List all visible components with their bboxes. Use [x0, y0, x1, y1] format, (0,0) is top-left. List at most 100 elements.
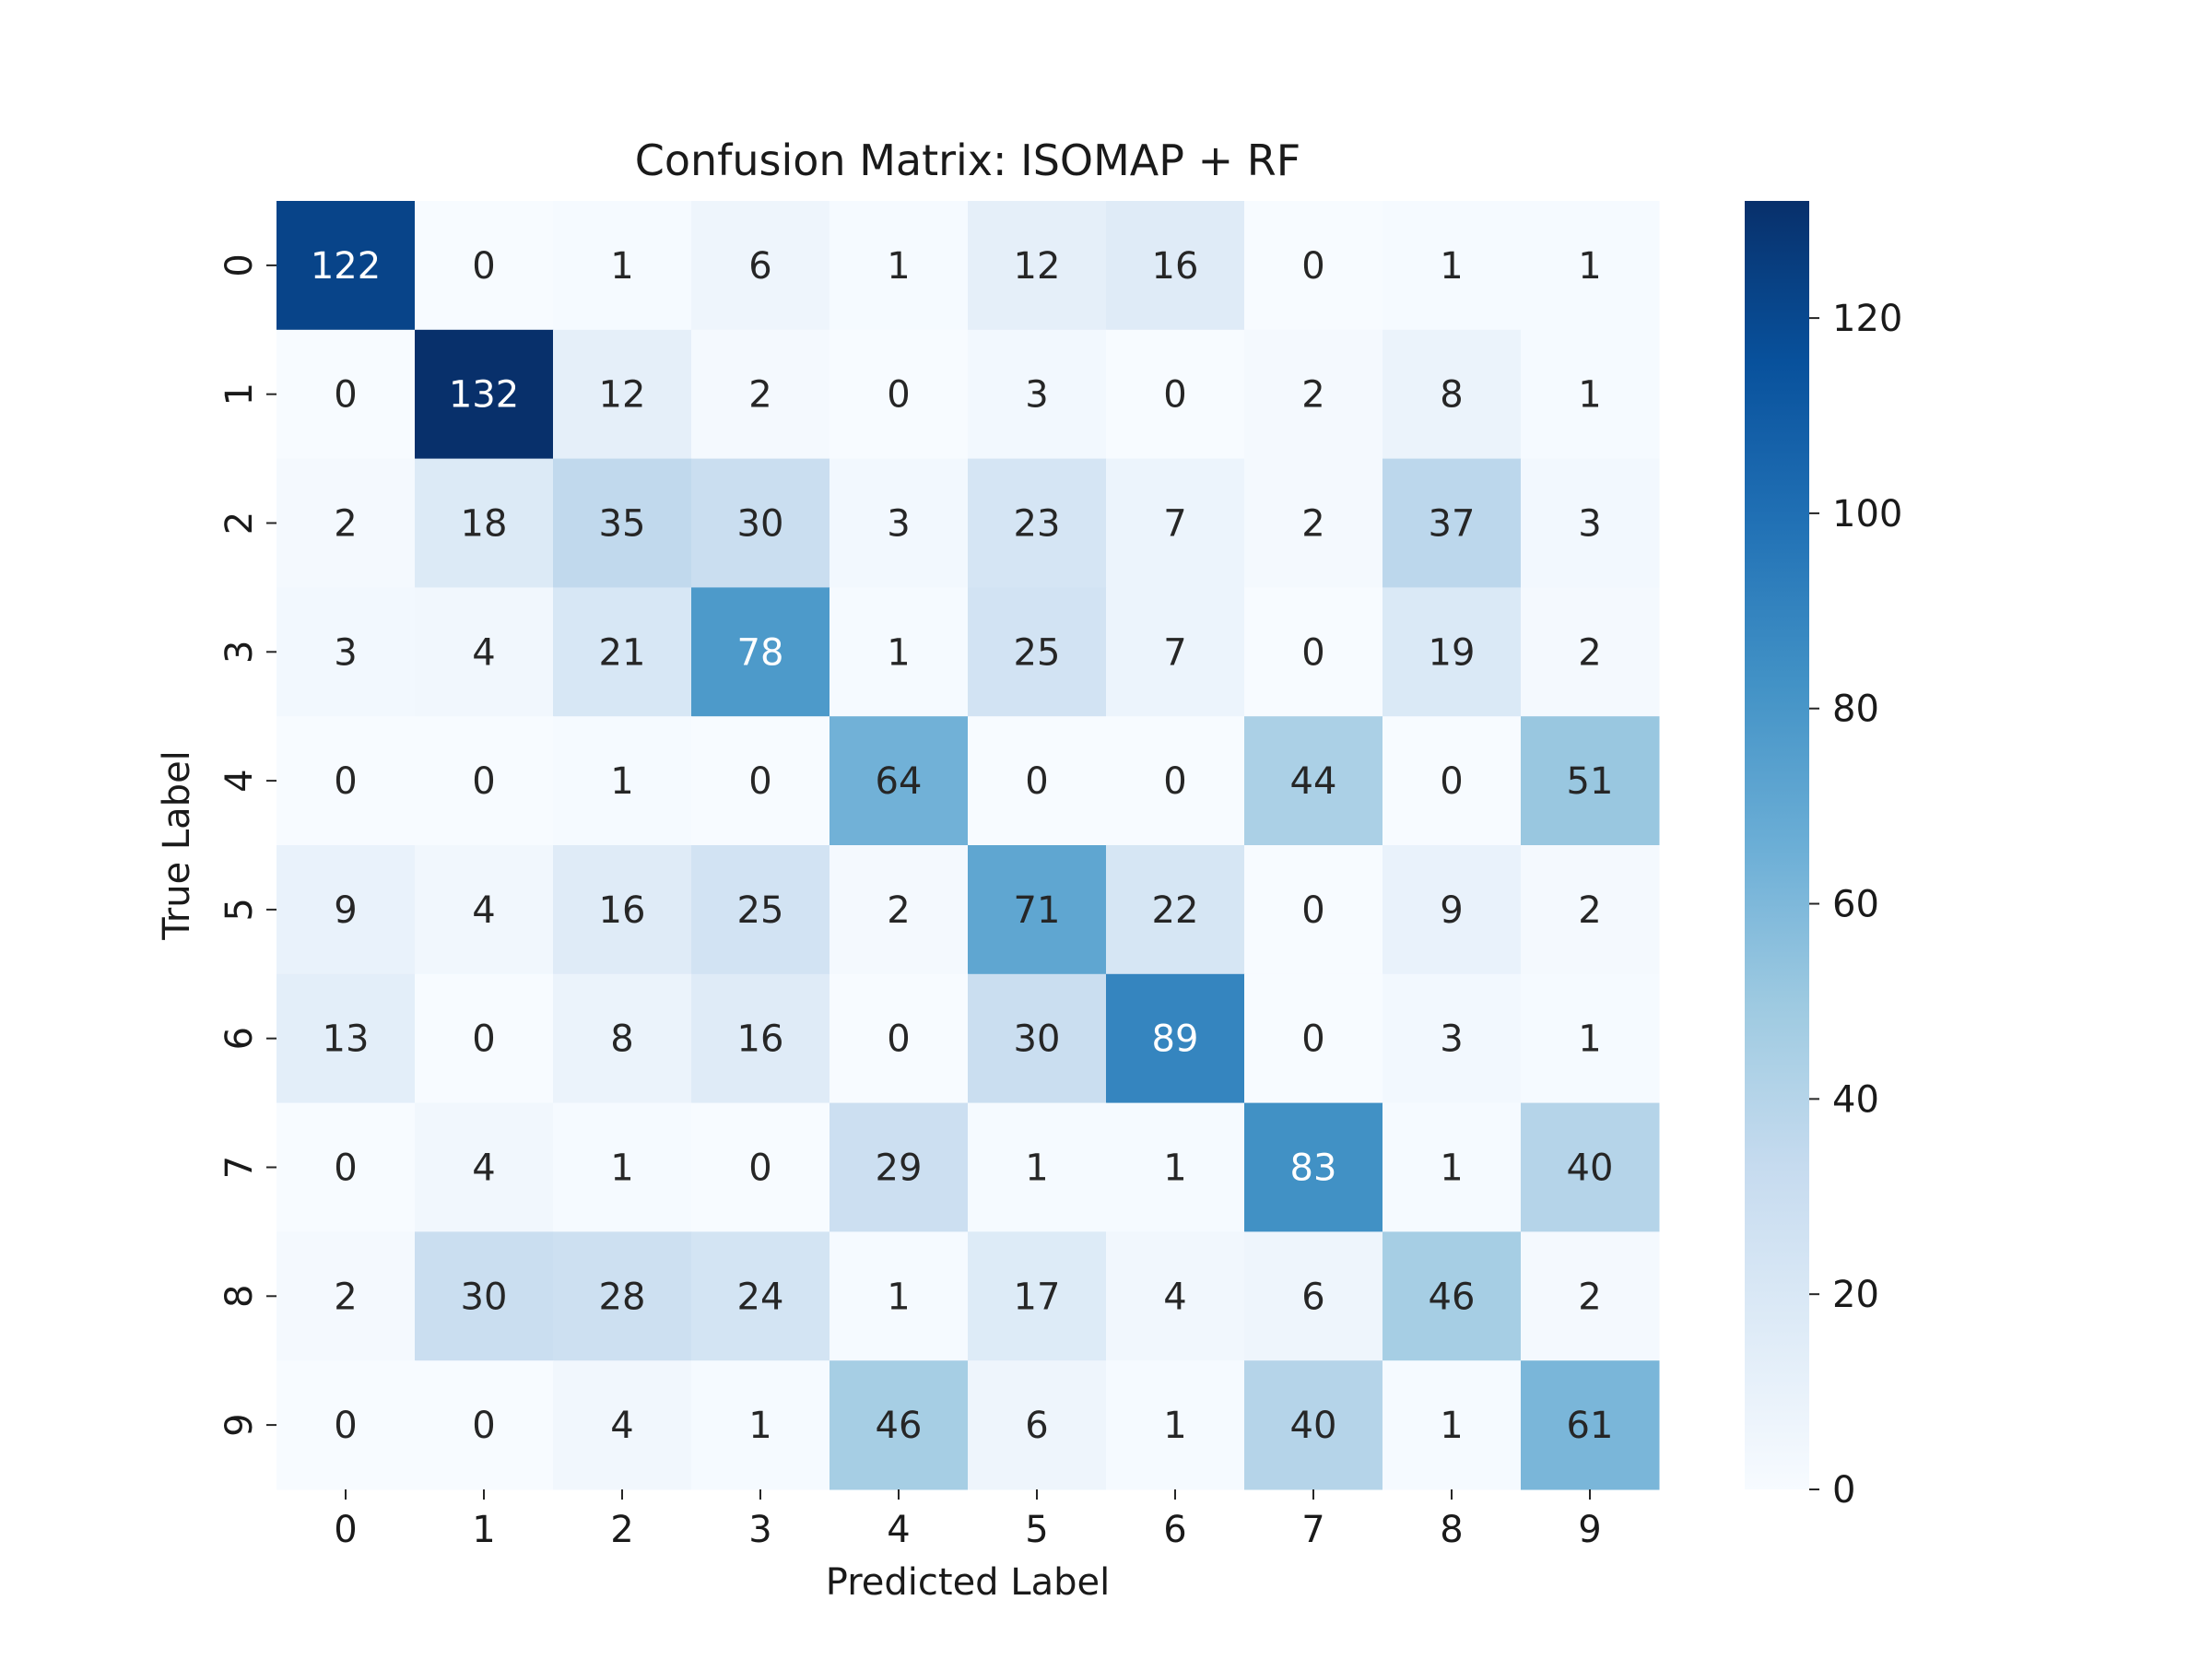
- cell-value-1-8: 8: [1440, 374, 1463, 417]
- heatmap-cell-6-7: [1244, 973, 1383, 1104]
- heatmap-cell-8-4: [830, 1231, 969, 1361]
- heatmap-cell-3-6: [1106, 587, 1245, 717]
- cell-value-7-4: 29: [876, 1147, 923, 1190]
- heatmap-cell-3-4: [830, 587, 969, 717]
- heatmap-cell-3-0: [276, 587, 416, 717]
- cell-value-1-9: 1: [1578, 374, 1601, 417]
- cell-value-3-2: 21: [599, 631, 646, 674]
- heatmap-cell-9-2: [553, 1360, 692, 1490]
- cell-value-8-5: 17: [1014, 1276, 1061, 1318]
- cell-value-0-6: 16: [1152, 245, 1199, 288]
- heatmap-cell-8-7: [1244, 1231, 1383, 1361]
- cell-value-2-8: 37: [1429, 503, 1476, 546]
- heatmap-cell-7-9: [1521, 1102, 1660, 1232]
- heatmap-cell-1-5: [968, 329, 1107, 460]
- heatmap-cell-2-0: [276, 458, 416, 588]
- cell-value-2-4: 3: [887, 503, 910, 546]
- heatmap-cell-7-0: [276, 1102, 416, 1232]
- heatmap-cell-4-9: [1521, 716, 1660, 846]
- heatmap-cell-6-8: [1382, 973, 1522, 1104]
- heatmap-cell-8-8: [1382, 1231, 1522, 1361]
- heatmap-cell-1-9: [1521, 329, 1660, 460]
- heatmap-cell-0-9: [1521, 201, 1660, 331]
- heatmap-cell-2-1: [415, 458, 554, 588]
- cell-value-2-5: 23: [1014, 503, 1061, 546]
- heatmap-cell-1-1: [415, 329, 554, 460]
- heatmap-cell-0-5: [968, 201, 1107, 331]
- cell-value-9-0: 0: [334, 1405, 357, 1447]
- cell-value-3-3: 78: [737, 631, 784, 674]
- heatmap-cell-4-8: [1382, 716, 1522, 846]
- cell-value-8-7: 6: [1301, 1276, 1324, 1318]
- cell-value-3-5: 25: [1014, 631, 1061, 674]
- heatmap-cell-5-0: [276, 845, 416, 975]
- cell-value-0-9: 1: [1578, 245, 1601, 288]
- y-tick-label-3: 3: [218, 641, 261, 664]
- cell-value-3-9: 2: [1578, 631, 1601, 674]
- cell-value-5-3: 25: [737, 889, 784, 932]
- heatmap-cell-2-2: [553, 458, 692, 588]
- cell-value-8-4: 1: [887, 1276, 910, 1318]
- cell-value-6-5: 30: [1014, 1018, 1061, 1061]
- heatmap-cell-7-2: [553, 1102, 692, 1232]
- cell-value-2-1: 18: [461, 503, 508, 546]
- cell-value-4-6: 0: [1163, 760, 1186, 803]
- heatmap-cell-6-9: [1521, 973, 1660, 1104]
- cell-value-0-0: 122: [311, 245, 381, 288]
- heatmap-cell-0-4: [830, 201, 969, 331]
- heatmap-cell-3-3: [691, 587, 830, 717]
- cell-value-7-6: 1: [1163, 1147, 1186, 1190]
- chart-title: Confusion Matrix: ISOMAP + RF: [635, 135, 1300, 185]
- cell-value-9-6: 1: [1163, 1405, 1186, 1447]
- x-tick-label-8: 8: [1440, 1509, 1463, 1551]
- heatmap-cell-9-0: [276, 1360, 416, 1490]
- heatmap-cell-2-7: [1244, 458, 1383, 588]
- heatmap-cell-7-7: [1244, 1102, 1383, 1232]
- heatmap-cell-2-9: [1521, 458, 1660, 588]
- heatmap-cell-7-8: [1382, 1102, 1522, 1232]
- heatmap-cell-9-7: [1244, 1360, 1383, 1490]
- x-tick-label-9: 9: [1578, 1509, 1601, 1551]
- heatmap-cell-3-7: [1244, 587, 1383, 717]
- cell-value-5-7: 0: [1301, 889, 1324, 932]
- heatmap-cell-9-6: [1106, 1360, 1245, 1490]
- cell-value-3-4: 1: [887, 631, 910, 674]
- cell-value-6-8: 3: [1440, 1018, 1463, 1061]
- heatmap-cell-3-2: [553, 587, 692, 717]
- heatmap-cell-5-1: [415, 845, 554, 975]
- cell-value-5-2: 16: [599, 889, 646, 932]
- cell-value-2-9: 3: [1578, 503, 1601, 546]
- cell-value-2-6: 7: [1163, 503, 1186, 546]
- cell-value-5-8: 9: [1440, 889, 1463, 932]
- x-tick-label-5: 5: [1025, 1509, 1048, 1551]
- x-tick-label-1: 1: [472, 1509, 495, 1551]
- heatmap-cell-9-8: [1382, 1360, 1522, 1490]
- colorbar-tick-label-1: 20: [1832, 1274, 1879, 1316]
- cell-value-7-9: 40: [1567, 1147, 1614, 1190]
- heatmap-cell-2-6: [1106, 458, 1245, 588]
- colorbar: 0 20 40 60 80 100 120: [1745, 201, 1902, 1512]
- cell-value-5-1: 4: [472, 889, 495, 932]
- heatmap-cell-8-2: [553, 1231, 692, 1361]
- heatmap-cell-5-5: [968, 845, 1107, 975]
- cell-value-6-3: 16: [737, 1018, 784, 1061]
- cell-value-3-1: 4: [472, 631, 495, 674]
- heatmap-cell-1-0: [276, 329, 416, 460]
- cell-value-9-3: 1: [748, 1405, 771, 1447]
- heatmap-cell-5-9: [1521, 845, 1660, 975]
- x-tick-label-3: 3: [748, 1509, 771, 1551]
- heatmap-cell-9-1: [415, 1360, 554, 1490]
- heatmap-cell-9-4: [830, 1360, 969, 1490]
- y-tick-label-1: 1: [218, 382, 261, 406]
- heatmap-cell-4-6: [1106, 716, 1245, 846]
- heatmap-cell-4-4: [830, 716, 969, 846]
- heatmap-cell-7-3: [691, 1102, 830, 1232]
- heatmap-cell-0-1: [415, 201, 554, 331]
- heatmap-cell-5-7: [1244, 845, 1383, 975]
- cell-value-7-0: 0: [334, 1147, 357, 1190]
- heatmap-cell-6-4: [830, 973, 969, 1104]
- cell-value-0-4: 1: [887, 245, 910, 288]
- heatmap-cell-0-2: [553, 201, 692, 331]
- heatmap-cell-4-2: [553, 716, 692, 846]
